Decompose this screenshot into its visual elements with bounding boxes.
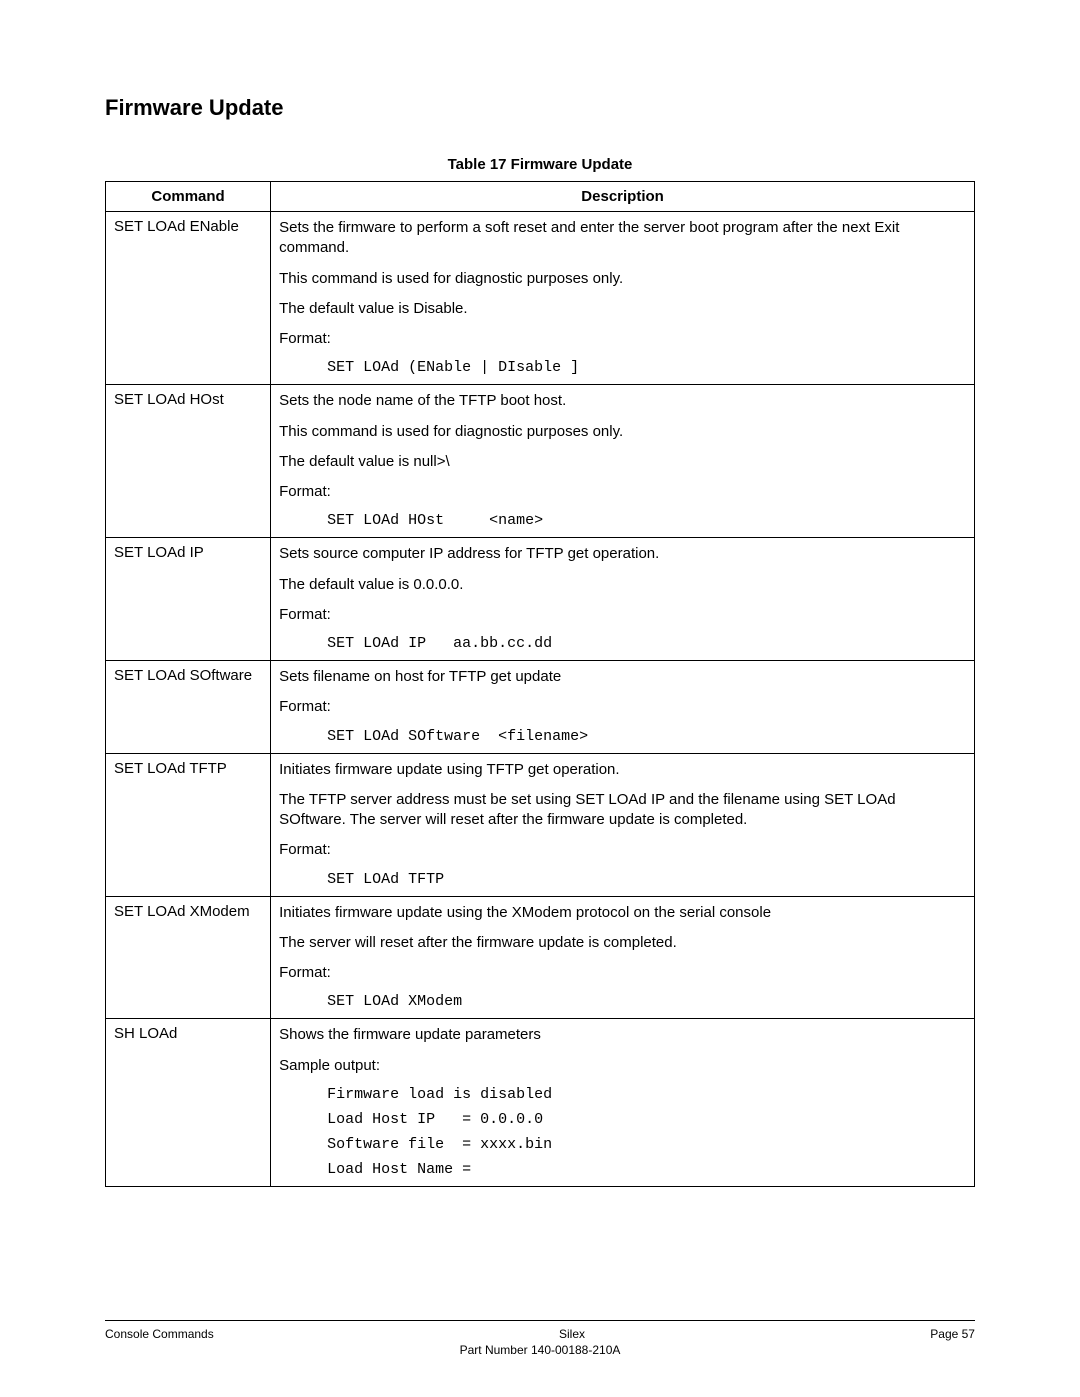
- description-text: This command is used for diagnostic purp…: [279, 269, 966, 289]
- footer-part-number: Part Number 140-00188-210A: [105, 1343, 975, 1357]
- description-text: This command is used for diagnostic purp…: [279, 422, 966, 442]
- description-text: Sets the node name of the TFTP boot host…: [279, 391, 966, 411]
- code-block: Firmware load is disabled Load Host IP = …: [279, 1086, 966, 1178]
- table-header-row: Command Description: [106, 182, 975, 212]
- page-footer: Console Commands Silex Page 57 Part Numb…: [105, 1320, 975, 1357]
- description-cell: Sets the firmware to perform a soft rese…: [271, 212, 975, 385]
- code-block: SET LOAd IP aa.bb.cc.dd: [279, 635, 966, 652]
- command-cell: SET LOAd HOst: [106, 385, 271, 538]
- description-cell: Initiates firmware update using the XMod…: [271, 896, 975, 1019]
- description-text: The server will reset after the firmware…: [279, 933, 966, 953]
- code-line: Load Host Name =: [279, 1161, 966, 1178]
- command-cell: SET LOAd ENable: [106, 212, 271, 385]
- description-text: The TFTP server address must be set usin…: [279, 790, 966, 831]
- code-line: SET LOAd XModem: [279, 993, 966, 1010]
- description-text: Initiates firmware update using TFTP get…: [279, 760, 966, 780]
- description-cell: Sets filename on host for TFTP get updat…: [271, 661, 975, 754]
- description-text: Format:: [279, 482, 966, 502]
- description-text: Initiates firmware update using the XMod…: [279, 903, 966, 923]
- code-block: SET LOAd (ENable | DIsable ]: [279, 359, 966, 376]
- description-text: Format:: [279, 329, 966, 349]
- code-block: SET LOAd XModem: [279, 993, 966, 1010]
- code-line: SET LOAd IP aa.bb.cc.dd: [279, 635, 966, 652]
- description-text: Format:: [279, 963, 966, 983]
- code-line: SET LOAd (ENable | DIsable ]: [279, 359, 966, 376]
- code-line: Firmware load is disabled: [279, 1086, 966, 1103]
- command-cell: SET LOAd XModem: [106, 896, 271, 1019]
- code-block: SET LOAd TFTP: [279, 871, 966, 888]
- table-row: SET LOAd TFTP Initiates firmware update u…: [106, 753, 975, 896]
- table-row: SET LOAd XModem Initiates firmware update…: [106, 896, 975, 1019]
- table-caption: Table 17 Firmware Update: [105, 156, 975, 173]
- header-command: Command: [106, 182, 271, 212]
- description-text: Sets the firmware to perform a soft rese…: [279, 218, 966, 259]
- description-text: Format:: [279, 697, 966, 717]
- description-cell: Initiates firmware update using TFTP get…: [271, 753, 975, 896]
- code-block: SET LOAd SOftware <filename>: [279, 728, 966, 745]
- command-cell: SET LOAd TFTP: [106, 753, 271, 896]
- code-line: SET LOAd TFTP: [279, 871, 966, 888]
- description-text: Format:: [279, 605, 966, 625]
- section-title: Firmware Update: [105, 95, 975, 121]
- description-text: Sets filename on host for TFTP get updat…: [279, 667, 966, 687]
- command-cell: SET LOAd IP: [106, 538, 271, 661]
- code-line: SET LOAd SOftware <filename>: [279, 728, 966, 745]
- table-row: SET LOAd SOftware Sets filename on host f…: [106, 661, 975, 754]
- command-cell: SET LOAd SOftware: [106, 661, 271, 754]
- description-text: Sets source computer IP address for TFTP…: [279, 544, 966, 564]
- description-text: The default value is null>\: [279, 452, 966, 472]
- page: Firmware Update Table 17 Firmware Update…: [0, 0, 1080, 1397]
- command-cell: SH LOAd: [106, 1019, 271, 1187]
- description-cell: Sets the node name of the TFTP boot host…: [271, 385, 975, 538]
- footer-center: Silex: [559, 1327, 585, 1341]
- code-block: SET LOAd HOst <name>: [279, 512, 966, 529]
- description-cell: Sets source computer IP address for TFTP…: [271, 538, 975, 661]
- footer-right: Page 57: [930, 1327, 975, 1341]
- description-text: Sample output:: [279, 1056, 966, 1076]
- description-cell: Shows the firmware update parameters Samp…: [271, 1019, 975, 1187]
- table-row: SET LOAd IP Sets source computer IP addre…: [106, 538, 975, 661]
- description-text: The default value is 0.0.0.0.: [279, 575, 966, 595]
- table-row: SET LOAd ENableSets the firmware to perf…: [106, 212, 975, 385]
- footer-rule: [105, 1320, 975, 1321]
- firmware-table: Command Description SET LOAd ENableSets …: [105, 181, 975, 1187]
- table-row: SH LOAdShows the firmware update paramet…: [106, 1019, 975, 1187]
- code-line: Software file = xxxx.bin: [279, 1136, 966, 1153]
- description-text: Shows the firmware update parameters: [279, 1025, 966, 1045]
- header-description: Description: [271, 182, 975, 212]
- description-text: Format:: [279, 840, 966, 860]
- table-row: SET LOAd HOst Sets the node name of the T…: [106, 385, 975, 538]
- code-line: Load Host IP = 0.0.0.0: [279, 1111, 966, 1128]
- description-text: The default value is Disable.: [279, 299, 966, 319]
- code-line: SET LOAd HOst <name>: [279, 512, 966, 529]
- footer-left: Console Commands: [105, 1327, 214, 1341]
